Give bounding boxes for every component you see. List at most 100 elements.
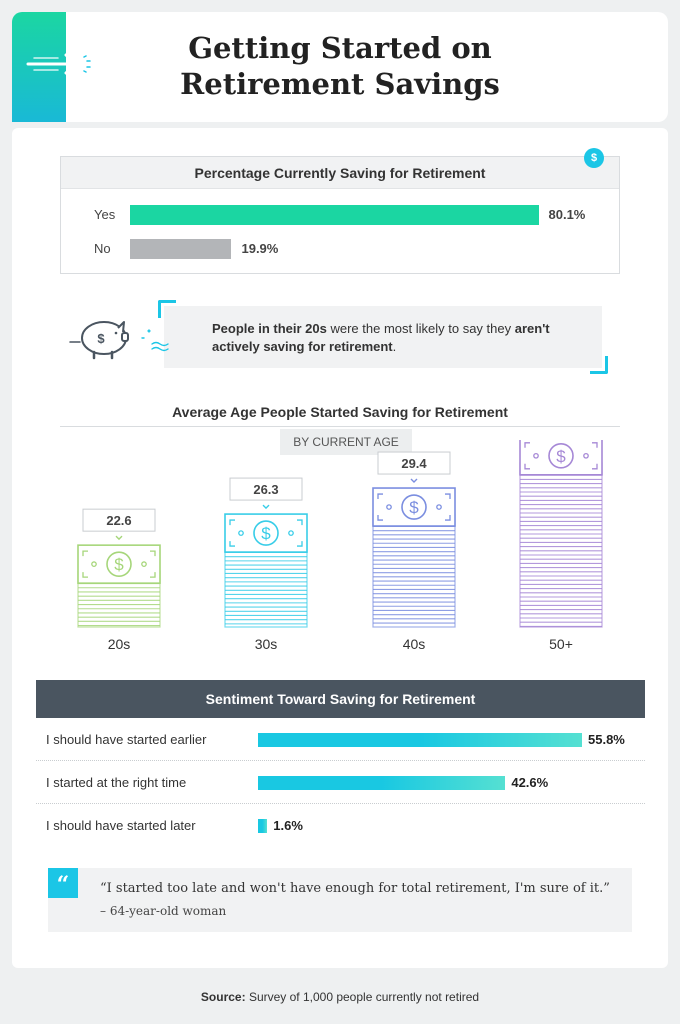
saving-row: No 19.9% (61, 239, 619, 259)
bill-dot (436, 504, 442, 510)
sentiment-row-label: I started at the right time (46, 775, 187, 790)
bill-circle (106, 551, 132, 577)
bill-corner (445, 515, 451, 521)
source-note: Source: Survey of 1,000 people currently… (0, 990, 680, 1004)
dollar-sign-icon: $ (114, 555, 124, 574)
age-value-box (229, 477, 303, 501)
callout-box: People in their 20s were the most likely… (164, 306, 602, 368)
saving-row: Yes 80.1% (61, 205, 619, 225)
bill-dot (386, 504, 392, 510)
quote-attribution: – 64-year-old woman (100, 904, 227, 918)
header-card (12, 12, 668, 122)
age-category-label: 50+ (549, 636, 573, 652)
sentiment-bar (258, 776, 506, 790)
bill-corner (592, 442, 598, 448)
saving-chart-title: Percentage Currently Saving for Retireme… (61, 157, 619, 189)
bill-corner (297, 541, 303, 547)
age-category-label: 30s (255, 636, 278, 652)
bill-corner (377, 515, 383, 521)
sentiment-chart-title: Sentiment Toward Saving for Retirement (36, 680, 645, 718)
bill-corner (229, 541, 235, 547)
source-text: Survey of 1,000 people currently not ret… (245, 990, 480, 1004)
callout-bold-end: aren't actively saving for retirement (212, 321, 550, 354)
age-chart-title: Average Age People Started Saving for Re… (172, 404, 508, 420)
quote-mark-icon: “ (48, 868, 78, 898)
callout-end: . (392, 339, 397, 354)
bill-corner (524, 442, 530, 448)
bill-circle (401, 494, 427, 520)
age-value-label: 29.4 (401, 456, 427, 471)
bill-dot (533, 452, 539, 459)
page-title-line2: Retirement Savings (180, 67, 500, 101)
age-bar-30s: $26.3 30s (224, 477, 308, 652)
callout-text: People in their 20s were the most likely… (212, 320, 592, 356)
saving-bar (130, 239, 232, 259)
bill-circle (548, 443, 574, 469)
bill-corner (524, 463, 530, 470)
bill-corner (82, 572, 88, 578)
bill-corner (592, 463, 598, 470)
sentiment-bar (258, 733, 582, 747)
sentiment-bar-value: 55.8% (588, 732, 625, 747)
bill-dot (583, 452, 589, 459)
saving-bar (130, 205, 539, 225)
sentiment-row-label: I should have started later (46, 818, 196, 833)
bill-corner (229, 519, 235, 526)
bill-corner (445, 493, 451, 500)
chevron-down-icon (410, 478, 418, 484)
piggy-bank-icon: $ (69, 321, 169, 360)
bill-corner (377, 493, 383, 500)
dollar-sign-icon: $ (261, 524, 271, 543)
bill-corner (297, 519, 303, 526)
bill-dot (238, 530, 244, 536)
sentiment-row-label: I should have started earlier (46, 732, 207, 747)
callout-middle: were the most likely to say they (326, 321, 515, 336)
saving-row-label: Yes (94, 207, 116, 222)
age-chart: $22.6 20s $26.3 30s $29.4 40s $35.550+ (77, 440, 603, 652)
chevron-down-icon (262, 504, 270, 510)
page-title: Getting Started on Retirement Savings (70, 30, 610, 102)
quote-text: “I started too late and won't have enoug… (100, 881, 610, 896)
svg-text:$: $ (97, 331, 105, 346)
callout-bold-start: People in their 20s (212, 321, 327, 336)
dollar-sign-icon: $ (556, 447, 566, 466)
quote-box (48, 868, 632, 932)
saving-row-label: No (94, 241, 111, 256)
page-title-line1: Getting Started on (188, 31, 492, 65)
age-bar-20s: $22.6 20s (77, 508, 161, 652)
age-chart-subtitle: BY CURRENT AGE (280, 429, 412, 455)
sentiment-bar (258, 819, 268, 833)
bill-dot (141, 561, 147, 568)
bill-dot (91, 561, 97, 568)
header-accent-bar (12, 12, 66, 122)
bill-circle (253, 520, 279, 546)
callout-corner-bottom-right (590, 356, 608, 374)
bill-stack-outline (224, 539, 308, 628)
bill-corner (150, 550, 156, 557)
callout-corner-top-left (158, 300, 176, 318)
sentiment-row: I should have started later 1.6% (36, 805, 645, 847)
bill-corner (82, 550, 88, 557)
dollar-sign-icon: $ (409, 498, 419, 517)
age-value-label: 22.6 (106, 513, 131, 528)
dollar-badge-icon: $ (584, 148, 604, 168)
sentiment-row: I started at the right time 42.6% (36, 762, 645, 804)
age-bar-50+: $35.550+ (519, 440, 603, 652)
saving-bar-value: 80.1% (548, 207, 586, 222)
age-value-label: 26.3 (253, 482, 278, 497)
sentiment-bar-value: 1.6% (273, 818, 303, 833)
age-category-label: 40s (403, 636, 426, 652)
arrow-right-icon (26, 53, 91, 75)
age-value-box (82, 508, 156, 532)
bill-corner (150, 572, 156, 578)
age-chart-divider (60, 426, 620, 427)
chevron-down-icon (115, 535, 123, 541)
age-bar-40s: $29.4 40s (372, 451, 456, 652)
age-category-label: 20s (108, 636, 131, 652)
bill-dot (288, 530, 294, 536)
sentiment-row: I should have started earlier 55.8% (36, 719, 645, 761)
age-value-box (377, 451, 451, 475)
saving-bar-value: 19.9% (241, 241, 279, 256)
source-label: Source: (200, 990, 246, 1004)
sentiment-bar-value: 42.6% (511, 775, 549, 790)
